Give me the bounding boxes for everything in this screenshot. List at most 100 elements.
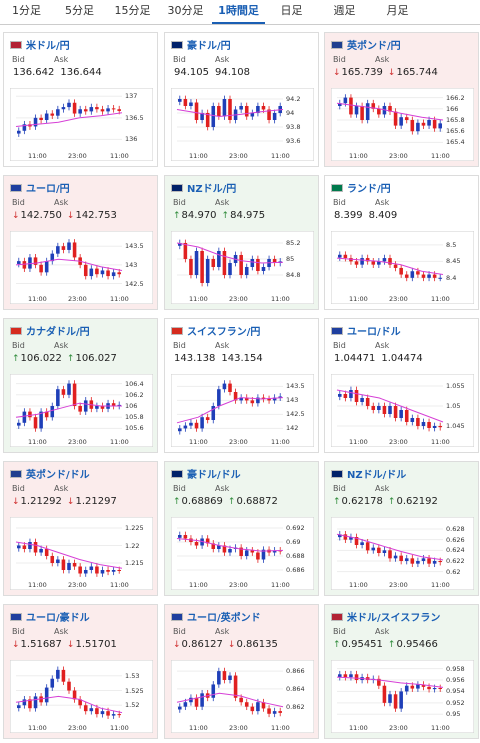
price-chart[interactable]: 106.4 106.2 106 105.8 105.6 11:00 23:00 11:00: [10, 374, 153, 447]
price-chart[interactable]: 0.628 0.626 0.624 0.622 0.62 11:00 23:00 11:00: [331, 517, 474, 590]
tab-5[interactable]: 日足: [280, 4, 303, 17]
y-tick-label: 143: [286, 396, 299, 405]
quote-card[interactable]: ユーロ/豪ドル Bid Ask ↓1.51687 ↓1.51701 1.53 1.525 1.…: [3, 604, 158, 739]
pair-name[interactable]: 米ドル/スイスフラン: [347, 613, 441, 624]
ask-value: 1.21297: [75, 496, 117, 507]
pair-name[interactable]: スイスフラン/円: [187, 327, 261, 338]
candle-body: [67, 383, 71, 395]
tab-4[interactable]: 1時間足: [212, 0, 265, 24]
price-chart[interactable]: 166.2 166 165.8 165.6 165.4 11:00 23:00 11:00: [331, 88, 474, 161]
pair-name[interactable]: ユーロ/豪ドル: [26, 613, 90, 624]
price-chart[interactable]: 0.866 0.864 0.862 11:00 23:00 11:00: [171, 660, 314, 733]
quote-card[interactable]: カナダドル/円 Bid Ask ↑106.022 ↑106.027 106.4 106.2 1…: [3, 318, 158, 453]
candle-body: [393, 111, 398, 126]
pair-name[interactable]: カナダドル/円: [26, 327, 90, 338]
candle-body: [200, 693, 204, 707]
quote-card[interactable]: スイスフラン/円 Bid Ask 143.138 143.154 143.5 143 142.…: [164, 318, 319, 453]
candle-body: [250, 706, 255, 712]
candle-body: [83, 400, 88, 412]
candle-body: [33, 117, 38, 127]
candle-body: [239, 106, 243, 110]
price-chart[interactable]: 1.055 1.05 1.045 11:00 23:00 11:00: [331, 374, 474, 447]
tab-0[interactable]: 1分足: [12, 4, 41, 17]
candle-body: [111, 272, 116, 277]
tab-6[interactable]: 週足: [333, 4, 356, 17]
pair-name[interactable]: ユーロ/円: [26, 184, 70, 195]
x-tick-label: 11:00: [271, 724, 290, 732]
quote-values: 1.04471 1.04474: [333, 353, 428, 364]
quote-card[interactable]: NZドル/円 Bid Ask ↑84.970 ↑84.975 85.2 85 84.8 11:0…: [164, 175, 319, 310]
price-chart[interactable]: 137 136.5 136 11:00 23:00 11:00: [10, 88, 153, 161]
price-chart[interactable]: 85.2 85 84.8 11:00 23:00 11:00: [171, 231, 314, 304]
ask-value: 165.744: [396, 67, 438, 78]
ask-value: 94.108: [215, 67, 250, 78]
candle-body: [211, 259, 216, 267]
candle-body: [438, 426, 442, 428]
quote-card[interactable]: 英ポンド/円 Bid Ask ↓165.739 ↓165.744 166.2 166 165.…: [324, 32, 479, 167]
quote-card[interactable]: 豪ドル/ドル Bid Ask ↑0.68869 ↑0.68872 0.692 0.69 0.6…: [164, 461, 319, 596]
moving-average-line: [336, 676, 444, 688]
pair-name[interactable]: ユーロ/英ポンド: [187, 613, 261, 624]
pair-name[interactable]: ランド/円: [347, 184, 391, 195]
tab-7[interactable]: 月足: [386, 4, 409, 17]
quote-card[interactable]: ユーロ/英ポンド Bid Ask ↓0.86127 ↓0.86135 0.866 0.864…: [164, 604, 319, 739]
price-chart[interactable]: 0.958 0.956 0.954 0.952 0.95 11:00 23:00 11:00: [331, 660, 474, 733]
chart-canvas: [171, 374, 314, 447]
x-tick-label: 11:00: [349, 724, 368, 732]
price-chart[interactable]: 143.5 143 142.5 142 11:00 23:00 11:00: [171, 374, 314, 447]
tab-3[interactable]: 30分足: [167, 4, 204, 17]
candle-body: [117, 404, 121, 406]
quote-card[interactable]: ユーロ/円 Bid Ask ↓142.750 ↓142.753 143.5 143 142.5…: [3, 175, 158, 310]
ask-value-group: 143.154: [220, 353, 262, 364]
pair-name[interactable]: NZドル/ドル: [347, 470, 407, 481]
quote-card[interactable]: 米ドル/スイスフラン Bid Ask ↑0.95451 ↑0.95466 0.958 0.9…: [324, 604, 479, 739]
candle-body: [111, 403, 116, 406]
pair-name[interactable]: 米ドル/円: [26, 41, 70, 52]
candle-body: [388, 106, 392, 112]
quote-card[interactable]: ランド/円 Bid Ask 8.399 8.409 8.5 8.45 8.4 11:00 23:0…: [324, 175, 479, 310]
pair-name[interactable]: 英ポンド/円: [347, 41, 401, 52]
candle-body: [250, 259, 255, 267]
tab-2[interactable]: 15分足: [114, 4, 151, 17]
price-chart[interactable]: 143.5 143 142.5 11:00 23:00 11:00: [10, 231, 153, 304]
quote-card[interactable]: NZドル/ドル Bid Ask ↑0.62178 ↑0.62192 0.628 0.626 0…: [324, 461, 479, 596]
quote-card[interactable]: 豪ドル/円 Bid Ask 94.105 94.108 94.2 94 93.8 93.6 11:…: [164, 32, 319, 167]
candle-body: [106, 711, 110, 716]
candle-body: [83, 570, 88, 574]
y-tick-label: 0.692: [286, 524, 305, 532]
candle-body: [117, 272, 121, 275]
price-chart[interactable]: 1.53 1.525 1.52 11:00 23:00 11:00: [10, 660, 153, 733]
price-chart[interactable]: 94.2 94 93.8 93.6 11:00 23:00 11:00: [171, 88, 314, 161]
pair-name[interactable]: NZドル/円: [187, 184, 237, 195]
x-tick-label: 23:00: [68, 724, 87, 732]
candle-body: [50, 406, 55, 418]
quote-card[interactable]: ユーロ/ドル Bid Ask 1.04471 1.04474 1.055 1.05 1.045…: [324, 318, 479, 453]
candle-body: [22, 545, 27, 549]
candle-body: [421, 422, 426, 426]
candle-body: [349, 390, 353, 398]
y-tick-label: 1.225: [125, 524, 144, 532]
candle-body: [410, 685, 415, 689]
ask-value: 142.753: [75, 210, 117, 221]
price-chart[interactable]: 8.5 8.45 8.4 11:00 23:00 11:00: [331, 231, 474, 304]
pair-name[interactable]: 豪ドル/ドル: [187, 470, 241, 481]
tab-1[interactable]: 5分足: [65, 4, 94, 17]
flag-nz-icon: [171, 183, 183, 192]
quote-card[interactable]: 英ポンド/ドル Bid Ask ↓1.21292 ↓1.21297 1.225 1.22 1.…: [3, 461, 158, 596]
pair-name[interactable]: ユーロ/ドル: [347, 327, 401, 338]
candle-body: [28, 699, 32, 709]
y-tick-label: 8.45: [446, 257, 461, 266]
ask-arrow-icon: ↑: [227, 497, 236, 507]
candle-body: [189, 259, 193, 275]
price-chart[interactable]: 0.692 0.69 0.688 0.686 11:00 23:00 11:00: [171, 517, 314, 590]
bid-label: Bid: [12, 484, 25, 493]
bid-arrow-icon: ↑: [173, 211, 181, 221]
y-tick-label: 0.686: [286, 566, 305, 574]
candle-body: [410, 120, 415, 132]
price-chart[interactable]: 1.225 1.22 1.215 11:00 23:00 11:00: [10, 517, 153, 590]
pair-name[interactable]: 豪ドル/円: [187, 41, 231, 52]
quote-card[interactable]: 米ドル/円 Bid Ask 136.642 136.644 137 136.5 136 11:0…: [3, 32, 158, 167]
candle-body: [217, 251, 221, 267]
candle-body: [256, 106, 260, 113]
pair-name[interactable]: 英ポンド/ドル: [26, 470, 90, 481]
